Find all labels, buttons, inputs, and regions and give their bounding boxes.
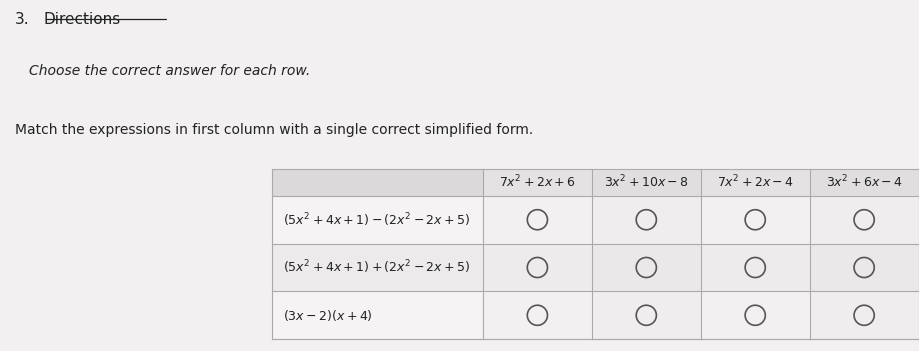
Text: $(3x - 2)(x + 4)$: $(3x - 2)(x + 4)$ <box>283 308 372 323</box>
Bar <box>272 244 917 291</box>
Bar <box>272 291 917 339</box>
Bar <box>809 168 917 339</box>
Text: 3.: 3. <box>15 12 29 27</box>
Text: $7x^2 + 2x - 4$: $7x^2 + 2x - 4$ <box>716 174 793 191</box>
Text: $(5x^2 + 4x + 1) + (2x^2 - 2x + 5)$: $(5x^2 + 4x + 1) + (2x^2 - 2x + 5)$ <box>283 259 470 276</box>
Bar <box>272 168 917 196</box>
Bar <box>482 168 591 339</box>
Text: Directions: Directions <box>43 12 120 27</box>
Text: $(5x^2 + 4x + 1) - (2x^2 - 2x + 5)$: $(5x^2 + 4x + 1) - (2x^2 - 2x + 5)$ <box>283 211 470 229</box>
Bar <box>700 168 809 339</box>
Text: $3x^2 + 6x - 4$: $3x^2 + 6x - 4$ <box>824 174 902 191</box>
Text: $3x^2 + 10x - 8$: $3x^2 + 10x - 8$ <box>603 174 688 191</box>
Bar <box>272 196 917 244</box>
Text: Match the expressions in first column with a single correct simplified form.: Match the expressions in first column wi… <box>15 123 533 137</box>
Text: Choose the correct answer for each row.: Choose the correct answer for each row. <box>28 64 310 78</box>
Text: $7x^2 + 2x + 6$: $7x^2 + 2x + 6$ <box>498 174 575 191</box>
Bar <box>591 168 700 339</box>
